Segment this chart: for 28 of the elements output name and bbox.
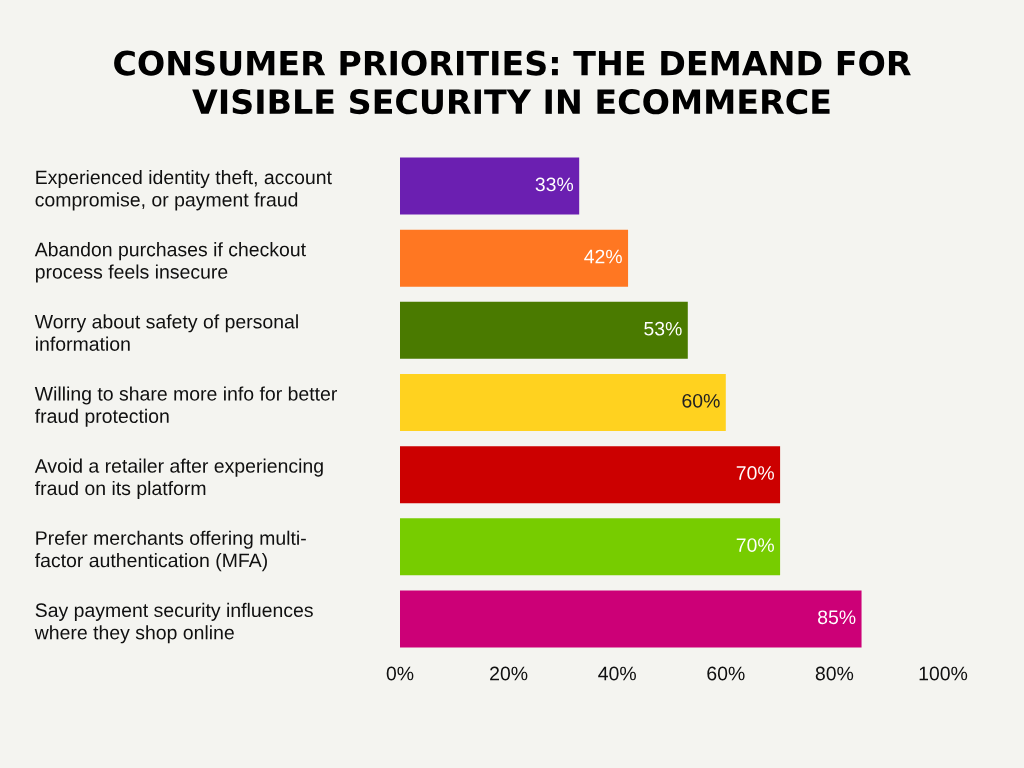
y-tick-label: Avoid a retailer after experiencing fraud on its platform xyxy=(34,458,323,500)
bar xyxy=(400,446,781,504)
x-tick-label: 60% xyxy=(707,666,745,681)
chart-title: CONSUMER PRIORITIES: THE DEMAND FOR VISIBLE SECURITY IN ECOMMERCE xyxy=(114,50,911,115)
data-label: 70% xyxy=(736,538,774,553)
y-tick-label: Experienced identity theft, account compromise, or payment fraud xyxy=(35,169,332,211)
x-tick-label: 40% xyxy=(598,666,636,681)
bar xyxy=(400,518,781,576)
data-label: 70% xyxy=(736,466,774,480)
y-tick-label: Say payment security influences where they shop online xyxy=(34,602,313,644)
x-tick-label: 100% xyxy=(919,666,968,681)
y-tick-label: Prefer merchants offering multi- factor authentication (MFA) xyxy=(35,530,306,572)
x-tick-label: 80% xyxy=(815,666,854,681)
x-tick-label: 20% xyxy=(490,666,528,681)
x-tick-label: 0% xyxy=(386,666,414,681)
data-label: 42% xyxy=(584,249,622,264)
bar xyxy=(400,301,688,359)
data-label: 33% xyxy=(535,177,574,192)
bar xyxy=(400,374,726,431)
bar xyxy=(400,590,862,648)
data-label: 53% xyxy=(644,321,682,336)
bar xyxy=(400,157,580,215)
bar xyxy=(400,229,629,287)
data-label: 60% xyxy=(682,393,720,408)
y-tick-label: Abandon purchases if checkout process feels insecure xyxy=(34,242,306,283)
y-tick-label: Willing to share more info for better fraud protection xyxy=(34,386,337,427)
y-tick-label: Worry about safety of personal information xyxy=(34,314,298,351)
data-label: 85% xyxy=(818,610,856,625)
